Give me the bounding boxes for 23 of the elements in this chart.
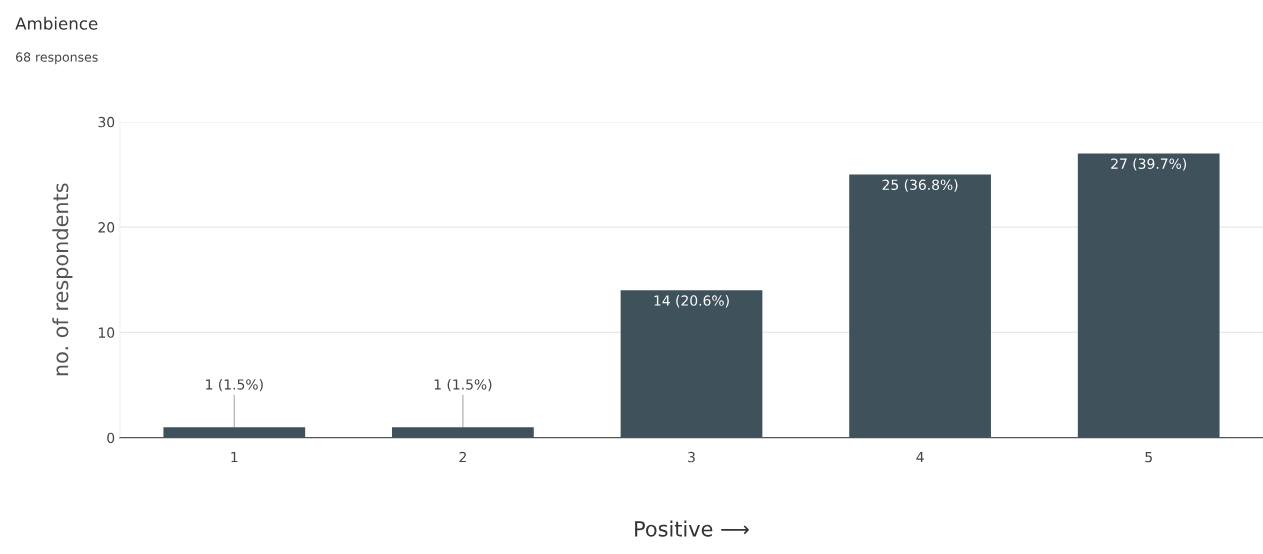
chart-title: Ambience [15, 16, 98, 30]
x-tick-label: 4 [916, 451, 924, 463]
y-tick-label: 10 [98, 327, 115, 338]
y-tick-label: 20 [98, 222, 115, 233]
x-tick-label: 1 [231, 451, 238, 463]
x-axis-title: Positive ⟶ [635, 520, 749, 537]
data-label: 25 (36.8%) [882, 179, 958, 192]
y-axis-title: no. of respondents [52, 183, 73, 376]
bar [163, 427, 306, 438]
bar [620, 290, 763, 438]
bar [849, 174, 991, 438]
data-label: 1 (1.5%) [206, 378, 263, 392]
chart-subtitle: 68 responses [16, 52, 98, 65]
x-tick-label: 3 [688, 451, 695, 463]
x-tick-label: 5 [1145, 451, 1152, 463]
x-tick-label: 2 [459, 451, 466, 463]
y-tick-label: 0 [107, 432, 115, 444]
y-tick-label: 30 [98, 116, 115, 128]
bar [1077, 153, 1220, 438]
data-label: 27 (39.7%) [1111, 158, 1187, 171]
data-label: 14 (20.6%) [654, 295, 729, 308]
bar [392, 427, 534, 438]
data-label: 1 (1.5%) [434, 378, 492, 392]
